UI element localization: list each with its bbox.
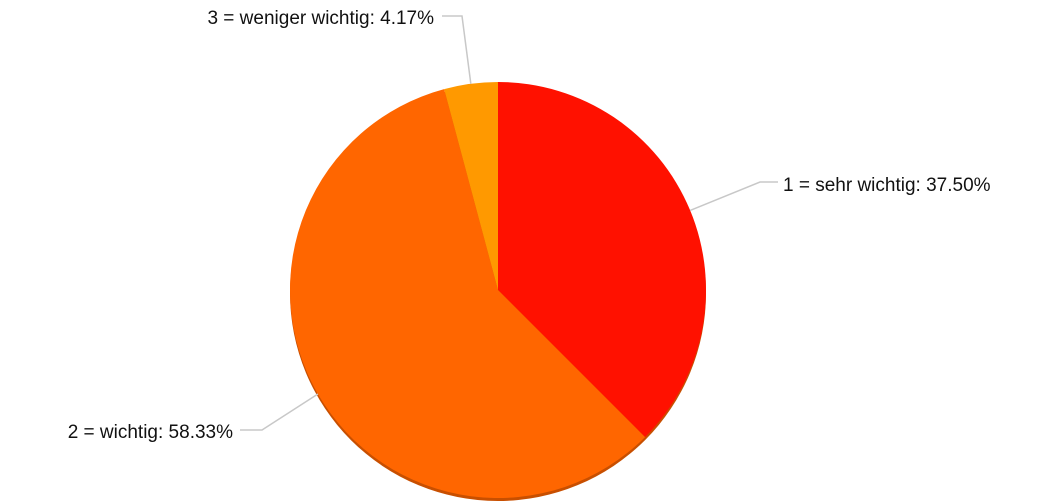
slice-label: 3 = weniger wichtig: 4.17% bbox=[207, 8, 434, 29]
slice-label: 1 = sehr wichtig: 37.50% bbox=[783, 175, 991, 196]
leader-line bbox=[689, 181, 778, 212]
slice-label: 2 = wichtig: 58.33% bbox=[68, 422, 233, 443]
pie-slice bbox=[498, 82, 706, 438]
pie-slice bbox=[290, 89, 646, 499]
leader-line bbox=[442, 15, 472, 84]
pie-slice bbox=[444, 82, 498, 290]
leader-line bbox=[240, 393, 319, 431]
